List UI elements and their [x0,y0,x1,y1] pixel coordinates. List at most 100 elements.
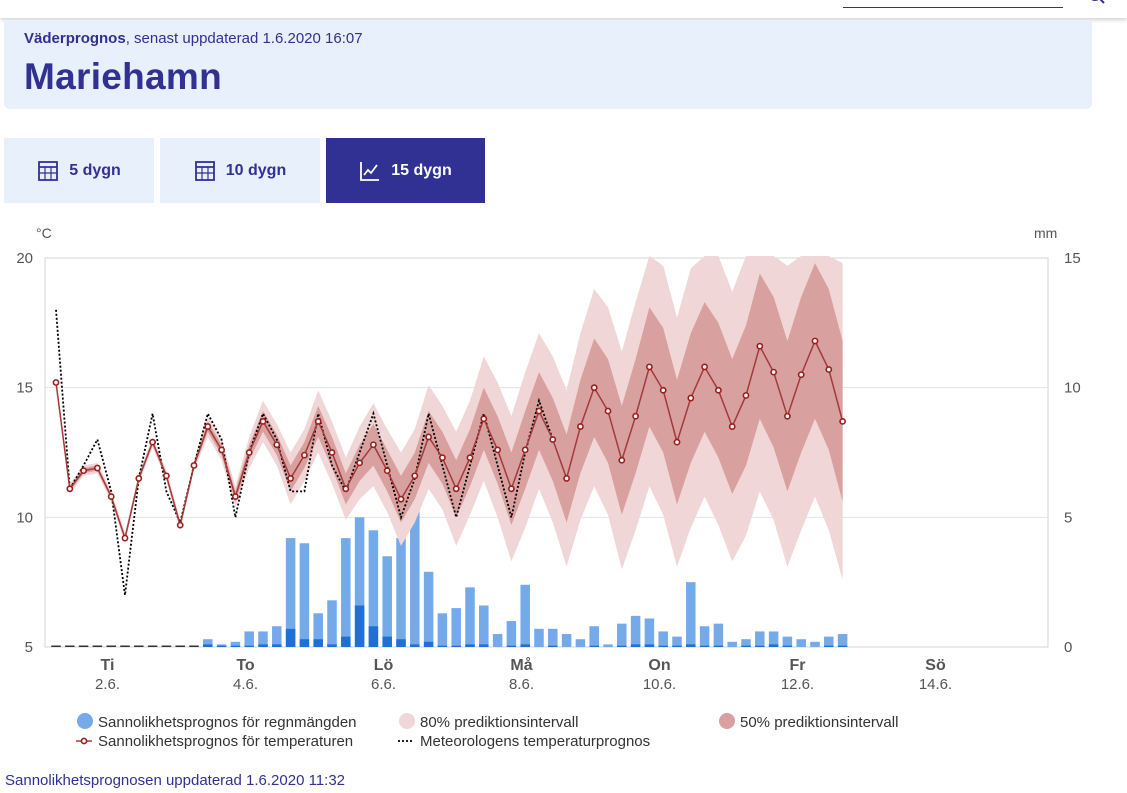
rain-bar-likely [368,626,379,647]
temperature-point [742,392,750,399]
rain-bar [354,517,365,647]
left-tick-label: 15 [16,380,33,397]
rain-bar [796,639,806,647]
rain-bar-likely [465,644,475,647]
forecast-meta: Väderprognos, senast uppdaterad 1.6.2020… [24,30,363,47]
page-title: Mariehamn [24,56,223,97]
temperature-point [563,475,570,482]
rain-bar-likely [244,645,254,647]
rain-bar-likely [423,641,434,647]
rain-bar-likely [382,636,392,647]
rain-bar [644,618,655,647]
forecast-chart: °C mm 5 10 15 20 0 5 10 15 Ti 2.6. To 4.6. Lö 6.6. Må 8… [16,225,1080,750]
x-day-label: On [648,657,670,674]
legend-label: Sannolikhetsprognos för temperaturen [98,733,353,750]
temperature-point [659,386,667,394]
temperature-point [701,363,708,371]
rain-bar-likely [686,644,696,647]
calendar-grid-icon [38,160,59,181]
rain-bar [837,634,848,647]
left-tick-label: 5 [25,639,33,656]
legend-label: 80% prediktionsintervall [420,714,578,731]
tab-5-days[interactable]: 5 dygn [4,138,154,203]
rain-bar-likely [203,644,213,647]
rain-bar-likely [313,639,323,647]
rain-bar [65,645,75,647]
rain-bar [299,543,310,647]
temperature-point [632,412,639,420]
rain-bar-likely [741,645,751,647]
temperature-point [66,485,74,493]
rain-bar [285,538,296,647]
rain-bar [230,641,241,647]
temperature-point [273,441,281,449]
temperature-point [383,467,391,475]
rain-bar-likely [768,644,779,647]
x-day-label: Fr [790,657,806,674]
updated-label: , senast uppdaterad 1.6.2020 16:07 [125,30,363,47]
temperature-point [756,342,764,350]
rain-bar [134,645,144,647]
temperature-point [521,446,529,454]
top-navigation-bar [0,0,1127,18]
rain-bar [534,628,544,647]
search-icon[interactable] [1086,0,1108,12]
left-axis-unit: °C [36,225,52,241]
right-tick-label: 5 [1064,509,1072,526]
x-date-label: 10.6. [643,676,676,693]
rain-bar-likely [617,645,627,647]
temperature-point [231,493,239,500]
rain-bar [368,530,379,647]
rain-bar-likely [630,644,641,647]
rain-bar-likely [410,644,420,647]
x-day-label: Må [510,656,532,674]
temperature-point [176,521,184,529]
temperature-point [300,451,308,459]
rain-bar-likely [341,636,351,647]
tab-label: 10 dygn [225,161,287,179]
legend-swatch [719,713,735,729]
temperature-line [55,339,844,541]
rain-bar-likely [216,645,227,647]
x-date-label: 12.6. [781,676,814,693]
temperature-point [356,459,363,467]
rain-bar [451,608,461,647]
brand-label: Väderprognos [24,30,126,47]
rain-bar [603,644,613,647]
rain-bar [768,631,779,647]
x-date-label: 2.6. [95,676,120,693]
rain-bar [410,499,420,647]
rain-bar [423,571,434,647]
rain-bar [699,626,710,647]
tab-15-days[interactable]: 15 dygn [326,138,485,203]
line-chart-icon [360,161,380,181]
search-input[interactable] [843,7,1063,8]
temperature-point [577,423,584,430]
left-tick-label: 10 [16,509,33,526]
rain-bar-likely [644,644,655,647]
rain-bar-likely [782,645,793,647]
right-tick-label: 0 [1064,639,1072,656]
temperature-point [549,436,557,443]
rain-bar [244,631,254,647]
x-date-label: 6.6. [371,676,396,693]
rain-bar [272,626,282,647]
temperature-point [80,467,87,475]
temperature-point [287,475,294,482]
rain-bar [120,645,130,647]
rain-bar [617,623,627,647]
x-date-label: 14.6. [919,676,952,693]
rain-bar-likely [258,644,268,647]
rain-bar [810,641,820,647]
tab-10-days[interactable]: 10 dygn [160,138,320,203]
rain-bar [630,615,641,647]
temperature-point [811,337,819,345]
meteorologist-line [55,309,554,596]
temperature-point [839,417,846,425]
temperature-point [94,464,101,472]
rain-bar-likely [327,644,337,647]
rain-bar [51,645,61,647]
temperature-point [314,417,322,425]
rain-bar-likely [299,639,310,647]
temperature-point [535,407,543,415]
